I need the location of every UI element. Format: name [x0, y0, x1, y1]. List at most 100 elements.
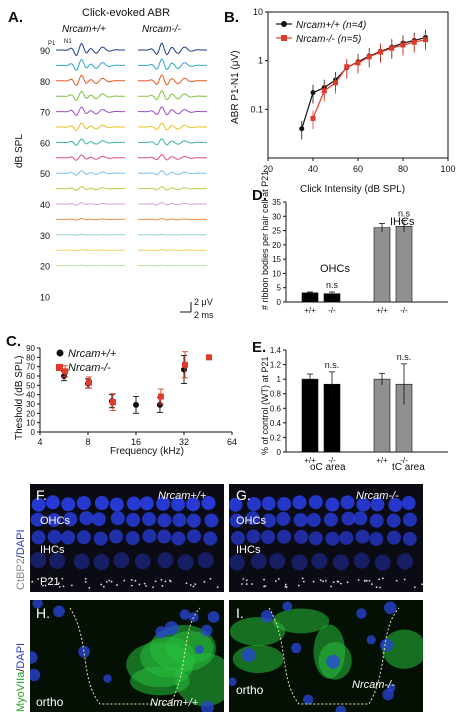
nucleus: [177, 554, 194, 571]
nucleus: [79, 511, 94, 526]
micrograph-f: [30, 484, 224, 592]
ribbon-dot: [84, 581, 87, 583]
panel-d-marks: +/+ -/- +/+ -/- n.s n.s: [301, 209, 413, 315]
abr-trace-ko-7: [138, 154, 207, 161]
nucleus: [76, 495, 91, 510]
b-point-0-0: [299, 126, 305, 132]
d-ytick-label-30: 30: [272, 212, 281, 221]
abr-trace-wt-8: [56, 170, 125, 176]
d-ytick-label-35: 35: [272, 198, 281, 207]
ribbon-dot: [274, 580, 277, 583]
nucleus: [355, 529, 370, 544]
nucleus: [388, 497, 403, 512]
nucleus: [332, 554, 349, 571]
ribbon-dot: [130, 584, 133, 587]
panel-e-marks: +/+ -/- +/+ -/- n.s. n.s.: [301, 352, 413, 465]
e-cat-3: -/-: [400, 456, 408, 465]
b-line-0: [301, 36, 426, 129]
scale-bar-time: 2 ms: [194, 310, 214, 320]
panel-e-letter: E.: [252, 339, 266, 356]
b-point-0-1: [310, 90, 316, 96]
ribbon-dot: [378, 578, 381, 581]
nucleus: [53, 605, 65, 618]
ribbon-dot: [108, 579, 111, 582]
ribbon-dot: [319, 579, 322, 582]
e-cat-0: +/+: [304, 456, 316, 465]
ribbon-dot: [245, 583, 248, 585]
nucleus: [207, 611, 220, 623]
d-ytick-label-5: 5: [277, 284, 282, 293]
nucleus: [47, 529, 62, 544]
ribbon-dot: [381, 577, 384, 580]
nucleus: [108, 529, 123, 544]
e-ytick-label-1: 1: [277, 375, 282, 384]
panel-b-axes: 20 40 60 80 100 10 1 0.1: [250, 7, 455, 174]
abr-trace-wt-9: [56, 186, 125, 191]
ribbon-dot: [185, 582, 188, 585]
ribbon-dot: [363, 580, 366, 582]
panel-d-group-ihcs: IHCs: [390, 216, 415, 228]
b-point-1-10: [423, 37, 428, 43]
nucleus: [386, 530, 401, 545]
b-ytick-label-0.1: 0.1: [250, 104, 263, 114]
e-ns-1: n.s.: [397, 352, 412, 362]
nucleus: [194, 645, 204, 654]
c-ytick-label-20: 20: [26, 409, 35, 418]
panel-c-xlabel: Frequency (kHz): [110, 446, 184, 457]
panel-a: A. Click-evoked ABR Nrcam+/+ Nrcam-/- P1…: [8, 7, 214, 320]
nucleus: [109, 497, 124, 512]
abr-trace-ko-11: [138, 217, 207, 221]
nucleus: [229, 554, 246, 571]
panel-c-marks: [61, 351, 212, 414]
nucleus: [103, 674, 112, 683]
panel-d-ylabel: # ribbon bodies per hair cell at P21: [260, 171, 270, 310]
nucleus: [269, 553, 286, 570]
nucleus: [276, 511, 291, 526]
myo-blob: [382, 629, 423, 669]
nucleus: [31, 530, 46, 545]
abr-traces: [56, 42, 207, 267]
myo-blob: [229, 617, 286, 646]
nucleus: [73, 553, 90, 570]
nucleus: [402, 531, 417, 546]
nucleus: [302, 694, 314, 705]
e-ytick-label-0.6: 0.6: [270, 404, 282, 413]
d-bar-3: [395, 225, 413, 303]
abr-level-20: 20: [40, 262, 50, 272]
micrograph-h-image: [30, 600, 224, 712]
ribbon-dot: [368, 579, 371, 582]
nucleus: [63, 512, 78, 527]
abr-trace-ko-14: [138, 264, 207, 267]
c-point-1-2: [109, 399, 116, 406]
b-point-1-3: [344, 64, 350, 70]
b-point-1-2: [333, 80, 338, 86]
nucleus: [203, 531, 218, 546]
abr-level-50: 50: [40, 169, 50, 179]
ribbon-dot: [123, 579, 126, 582]
abr-trace-wt-5: [56, 122, 125, 131]
ribbon-dot: [61, 577, 64, 580]
d-ytick-label-20: 20: [272, 241, 281, 250]
c-xtick-label-64: 64: [227, 437, 237, 447]
b-ytick-label-1: 1: [258, 56, 263, 66]
abr-trace-ko-10: [138, 201, 207, 206]
c-ytick-label-10: 10: [26, 419, 35, 428]
e-ytick-label-1.4: 1.4: [270, 346, 282, 355]
e-ytick-label-0.8: 0.8: [270, 390, 282, 399]
b-point-1-6: [378, 49, 383, 55]
nucleus: [383, 601, 397, 615]
nucleus: [200, 700, 214, 712]
ribbon-dot: [152, 586, 154, 589]
nucleus: [397, 553, 414, 570]
ribbon-dot: [395, 579, 398, 582]
abr-trace-wt-14: [56, 264, 125, 267]
panel-b-ylabel: ABR P1-N1 (μV): [230, 50, 241, 124]
nucleus: [260, 530, 275, 545]
nucleus: [188, 612, 199, 623]
nucleus: [134, 553, 151, 570]
ribbon-dot: [370, 583, 373, 586]
c-point-1-0: [62, 368, 69, 375]
nucleus: [171, 531, 186, 546]
panel-a-col-left: Nrcam+/+: [62, 24, 106, 35]
